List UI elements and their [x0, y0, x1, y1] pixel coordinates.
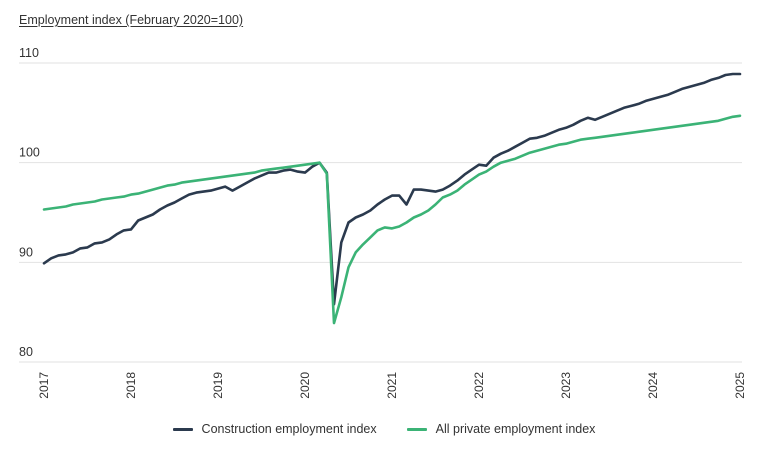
legend-swatch-all-private	[406, 427, 427, 431]
chart-title: Employment index (February 2020=100)	[19, 13, 244, 27]
x-tick-label: 2024	[646, 372, 660, 399]
legend-item-all-private: All private employment index	[406, 422, 596, 436]
x-tick-label: 2023	[559, 372, 573, 399]
y-tick-label: 90	[19, 245, 33, 259]
x-tick-label: 2021	[385, 372, 399, 399]
series-lines	[42, 72, 742, 325]
series-line-construction	[42, 72, 742, 306]
x-tick-label: 2025	[733, 372, 747, 399]
y-tick-label: 100	[19, 146, 40, 160]
x-tick-label: 2018	[124, 372, 138, 399]
legend-swatch-construction	[172, 427, 193, 431]
x-tick-label: 2017	[37, 372, 51, 399]
y-axis-ticks: 110 100 90 80	[19, 46, 40, 359]
legend-label-all-private: All private employment index	[435, 422, 596, 436]
series-line-all-private	[42, 114, 742, 325]
x-tick-label: 2019	[211, 372, 225, 399]
y-tick-label: 80	[19, 345, 33, 359]
x-tick-label: 2020	[298, 372, 312, 399]
legend-item-construction: Construction employment index	[172, 422, 377, 436]
x-tick-label: 2022	[472, 372, 486, 399]
gridlines	[19, 62, 742, 363]
legend-label-construction: Construction employment index	[201, 422, 377, 436]
x-axis-ticks: 2017 2018 2019 2020 2021 2022 2023 2024 2025	[37, 372, 747, 399]
y-tick-label: 110	[19, 46, 39, 60]
legend: Construction employment index All privat…	[0, 422, 768, 436]
